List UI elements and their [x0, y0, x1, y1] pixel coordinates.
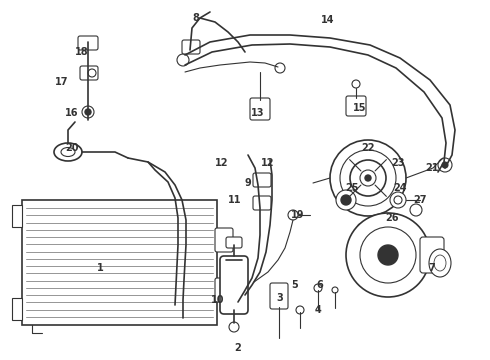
- FancyBboxPatch shape: [226, 237, 242, 248]
- Circle shape: [442, 162, 448, 168]
- Text: 4: 4: [315, 305, 321, 315]
- Circle shape: [346, 213, 430, 297]
- Text: 13: 13: [251, 108, 265, 118]
- Text: 26: 26: [385, 213, 399, 223]
- FancyBboxPatch shape: [250, 98, 270, 120]
- Text: 9: 9: [245, 178, 251, 188]
- Circle shape: [390, 192, 406, 208]
- Text: 10: 10: [211, 295, 225, 305]
- Text: 17: 17: [55, 77, 69, 87]
- FancyBboxPatch shape: [80, 66, 98, 80]
- FancyBboxPatch shape: [346, 96, 366, 116]
- Circle shape: [82, 106, 94, 118]
- Circle shape: [350, 160, 386, 196]
- Circle shape: [341, 195, 351, 205]
- Text: 24: 24: [393, 183, 407, 193]
- Text: 27: 27: [413, 195, 427, 205]
- Text: 19: 19: [291, 210, 305, 220]
- Circle shape: [438, 158, 452, 172]
- Circle shape: [410, 204, 422, 216]
- FancyBboxPatch shape: [220, 256, 248, 314]
- Circle shape: [288, 210, 298, 220]
- Circle shape: [88, 69, 96, 77]
- Ellipse shape: [54, 143, 82, 161]
- Text: 6: 6: [317, 280, 323, 290]
- Circle shape: [365, 175, 371, 181]
- Bar: [12, 205, 22, 227]
- FancyBboxPatch shape: [270, 283, 288, 309]
- Circle shape: [336, 190, 356, 210]
- Text: 18: 18: [75, 47, 89, 57]
- Circle shape: [314, 284, 322, 292]
- FancyBboxPatch shape: [253, 173, 271, 187]
- Ellipse shape: [434, 255, 446, 271]
- FancyBboxPatch shape: [78, 36, 98, 50]
- Circle shape: [378, 245, 398, 265]
- Text: 20: 20: [65, 143, 79, 153]
- Circle shape: [275, 63, 285, 73]
- FancyBboxPatch shape: [358, 224, 378, 240]
- Bar: [22, 200, 217, 325]
- Text: 7: 7: [429, 263, 436, 273]
- Text: 23: 23: [391, 158, 405, 168]
- Text: 22: 22: [361, 143, 375, 153]
- Text: 1: 1: [97, 263, 103, 273]
- Circle shape: [340, 150, 396, 206]
- Text: 15: 15: [353, 103, 367, 113]
- Text: 14: 14: [321, 15, 335, 25]
- FancyBboxPatch shape: [182, 40, 200, 54]
- Text: 25: 25: [345, 183, 359, 193]
- Circle shape: [360, 227, 416, 283]
- FancyBboxPatch shape: [253, 196, 271, 210]
- Text: 16: 16: [65, 108, 79, 118]
- Circle shape: [85, 109, 91, 115]
- Text: 3: 3: [277, 293, 283, 303]
- Ellipse shape: [429, 249, 451, 277]
- Text: 5: 5: [292, 280, 298, 290]
- Text: 21: 21: [425, 163, 439, 173]
- Circle shape: [229, 322, 239, 332]
- Text: 12: 12: [261, 158, 275, 168]
- Circle shape: [394, 196, 402, 204]
- Ellipse shape: [61, 148, 75, 157]
- Circle shape: [177, 54, 189, 66]
- Text: 8: 8: [193, 13, 199, 23]
- Circle shape: [330, 140, 406, 216]
- FancyBboxPatch shape: [215, 228, 233, 252]
- FancyBboxPatch shape: [420, 237, 444, 273]
- FancyBboxPatch shape: [215, 278, 233, 302]
- Circle shape: [296, 306, 304, 314]
- Circle shape: [332, 287, 338, 293]
- Text: 11: 11: [228, 195, 242, 205]
- Circle shape: [360, 170, 376, 186]
- Bar: [12, 298, 22, 320]
- Text: 12: 12: [215, 158, 229, 168]
- Text: 2: 2: [235, 343, 242, 353]
- Circle shape: [352, 80, 360, 88]
